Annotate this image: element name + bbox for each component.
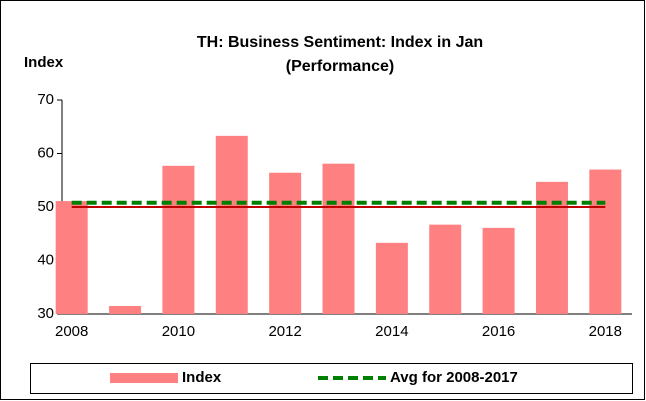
bar — [482, 227, 515, 314]
bar — [55, 201, 88, 314]
x-tick-label: 2010 — [162, 323, 195, 340]
bar — [322, 163, 355, 314]
x-tick-label: 2014 — [375, 323, 408, 340]
legend-label: Avg for 2008-2017 — [390, 369, 518, 386]
bar — [429, 224, 462, 314]
x-tick-label: 2008 — [55, 323, 88, 340]
bar — [215, 135, 248, 314]
chart-subtitle: (Performance) — [286, 58, 394, 75]
y-tick-label: 40 — [37, 251, 54, 268]
bar — [269, 172, 302, 314]
y-tick-label: 30 — [37, 305, 54, 322]
chart-title: TH: Business Sentiment: Index in Jan — [197, 34, 483, 51]
bar — [589, 169, 622, 314]
y-axis-label: Index — [24, 54, 64, 71]
bar — [162, 165, 195, 314]
legend-swatch — [110, 373, 178, 383]
y-tick-label: 70 — [37, 91, 54, 108]
legend-label: Index — [182, 369, 222, 386]
x-tick-label: 2018 — [589, 323, 622, 340]
y-tick-label: 60 — [37, 144, 54, 161]
y-tick-label: 50 — [37, 198, 54, 215]
bar — [109, 305, 142, 314]
bar — [375, 242, 408, 314]
x-tick-label: 2012 — [268, 323, 301, 340]
x-tick-label: 2016 — [482, 323, 515, 340]
